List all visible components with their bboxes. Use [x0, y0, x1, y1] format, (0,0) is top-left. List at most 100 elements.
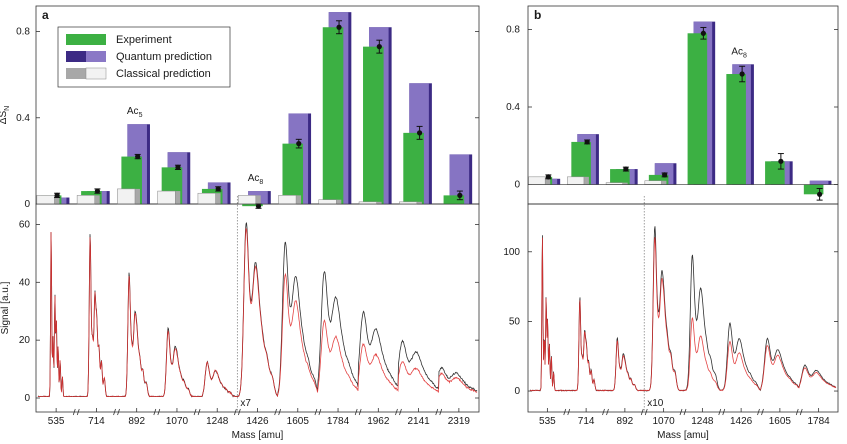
- legend-swatch: [85, 67, 107, 80]
- x-tick-label: 892: [617, 416, 634, 427]
- x-tick-label: 1070: [166, 416, 189, 427]
- experiment-marker: [457, 192, 463, 198]
- signal-y-axis-label: Signal [a.u.]: [0, 281, 11, 334]
- experiment-bar: [687, 33, 708, 185]
- x-tick-label: 714: [578, 416, 595, 427]
- bar-y-tick-label: 0: [514, 180, 520, 191]
- axis-break: [567, 408, 571, 416]
- bar-y-tick-label: 0.4: [16, 113, 30, 124]
- axis-break: [435, 408, 439, 416]
- experiment-marker: [215, 186, 221, 192]
- experiment-bar: [803, 184, 824, 195]
- axis-break: [314, 408, 318, 416]
- classical-bar: [528, 176, 546, 185]
- experiment-marker: [296, 141, 302, 147]
- classical-bar: [278, 195, 297, 205]
- experiment-marker: [54, 192, 60, 198]
- legend-swatch: [66, 34, 86, 45]
- bar-y-tick-label: 0.8: [16, 27, 30, 38]
- panel-b: b 0 0.4 0.8 Ac8 0 50 100 535 714 892 1070 1248 1426 16…: [503, 5, 839, 441]
- bar-y-tick-label: 0.4: [506, 102, 520, 113]
- experiment-marker: [255, 203, 262, 209]
- axis-break: [237, 408, 241, 416]
- axis-break: [718, 408, 722, 416]
- axis-break: [602, 408, 605, 416]
- experiment-marker: [817, 191, 823, 197]
- axis-break: [606, 408, 609, 416]
- signal-y-tick-label: 50: [509, 316, 521, 327]
- x-tick-label: 2319: [448, 416, 471, 427]
- axis-break: [318, 408, 322, 416]
- signal-trace-red: [37, 227, 478, 398]
- x-tick-label: 1248: [206, 416, 229, 427]
- legend-entry: Quantum prediction: [116, 51, 212, 63]
- experiment-bar: [363, 46, 384, 205]
- bar-y-tick-label: 0.8: [506, 24, 520, 35]
- classical-bar: [358, 201, 377, 205]
- experiment-bar: [242, 204, 263, 207]
- scale-note: x10: [647, 398, 664, 409]
- classical-bar: [644, 180, 662, 185]
- axis-break: [233, 408, 237, 416]
- scale-note: x7: [240, 398, 251, 409]
- experiment-marker: [175, 164, 181, 170]
- legend-swatch: [66, 68, 86, 79]
- cluster-annotation-main: Ac: [248, 173, 260, 184]
- signal-y-tick-label: 40: [19, 277, 31, 288]
- bar-y-axis-label: ΔSN: [0, 106, 11, 124]
- axis-break: [117, 408, 120, 416]
- classical-bar: [36, 195, 55, 205]
- axis-break: [757, 408, 760, 416]
- experiment-bar: [403, 132, 424, 204]
- experiment-bar: [765, 161, 785, 185]
- x-tick-label: 1784: [327, 416, 350, 427]
- panel-letter: a: [42, 8, 49, 22]
- classical-bar: [237, 195, 257, 205]
- classical-bar: [197, 192, 216, 205]
- classical-bar: [399, 201, 418, 205]
- experiment-marker: [416, 130, 423, 136]
- signal-trace-black: [529, 226, 837, 392]
- axis-break: [644, 408, 648, 416]
- experiment-bar: [443, 195, 465, 204]
- x-axis-label: Mass [amu]: [232, 430, 284, 441]
- experiment-marker: [94, 188, 101, 194]
- signal-y-tick-label: 60: [19, 219, 31, 230]
- axis-break: [278, 408, 282, 416]
- axis-break: [157, 408, 161, 416]
- experiment-marker: [135, 153, 141, 160]
- axis-break: [761, 408, 764, 416]
- legend-entry: Classical prediction: [116, 68, 211, 80]
- x-axis-label: Mass [amu]: [657, 430, 709, 441]
- bar-y-tick-label: 0: [24, 199, 30, 210]
- legend-swatch: [86, 51, 106, 62]
- experiment-bar: [726, 74, 746, 185]
- x-tick-label: 535: [539, 416, 556, 427]
- experiment-marker: [545, 174, 551, 180]
- experiment-marker: [700, 30, 706, 36]
- signal-y-tick-label: 100: [503, 247, 520, 258]
- classical-bar: [567, 176, 585, 185]
- experiment-marker: [778, 158, 784, 164]
- x-tick-label: 1070: [653, 416, 676, 427]
- axis-break: [683, 408, 687, 416]
- experiment-bar: [322, 27, 344, 204]
- x-tick-label: 892: [128, 416, 145, 427]
- axis-break: [274, 408, 278, 416]
- experiment-bar: [648, 174, 669, 185]
- x-tick-label: 1962: [367, 416, 390, 427]
- legend-swatch: [66, 51, 86, 62]
- axis-break: [563, 408, 567, 416]
- axis-break: [72, 408, 76, 416]
- signal-plot-frame: [527, 203, 839, 413]
- x-tick-label: 1426: [730, 416, 753, 427]
- axis-break: [153, 408, 157, 416]
- axis-break: [193, 408, 197, 416]
- x-tick-label: 1605: [287, 416, 310, 427]
- panel-letter: b: [534, 8, 541, 22]
- quantum-bar: [809, 180, 829, 185]
- signal-y-tick-label: 20: [19, 335, 31, 346]
- x-tick-label: 1426: [246, 416, 269, 427]
